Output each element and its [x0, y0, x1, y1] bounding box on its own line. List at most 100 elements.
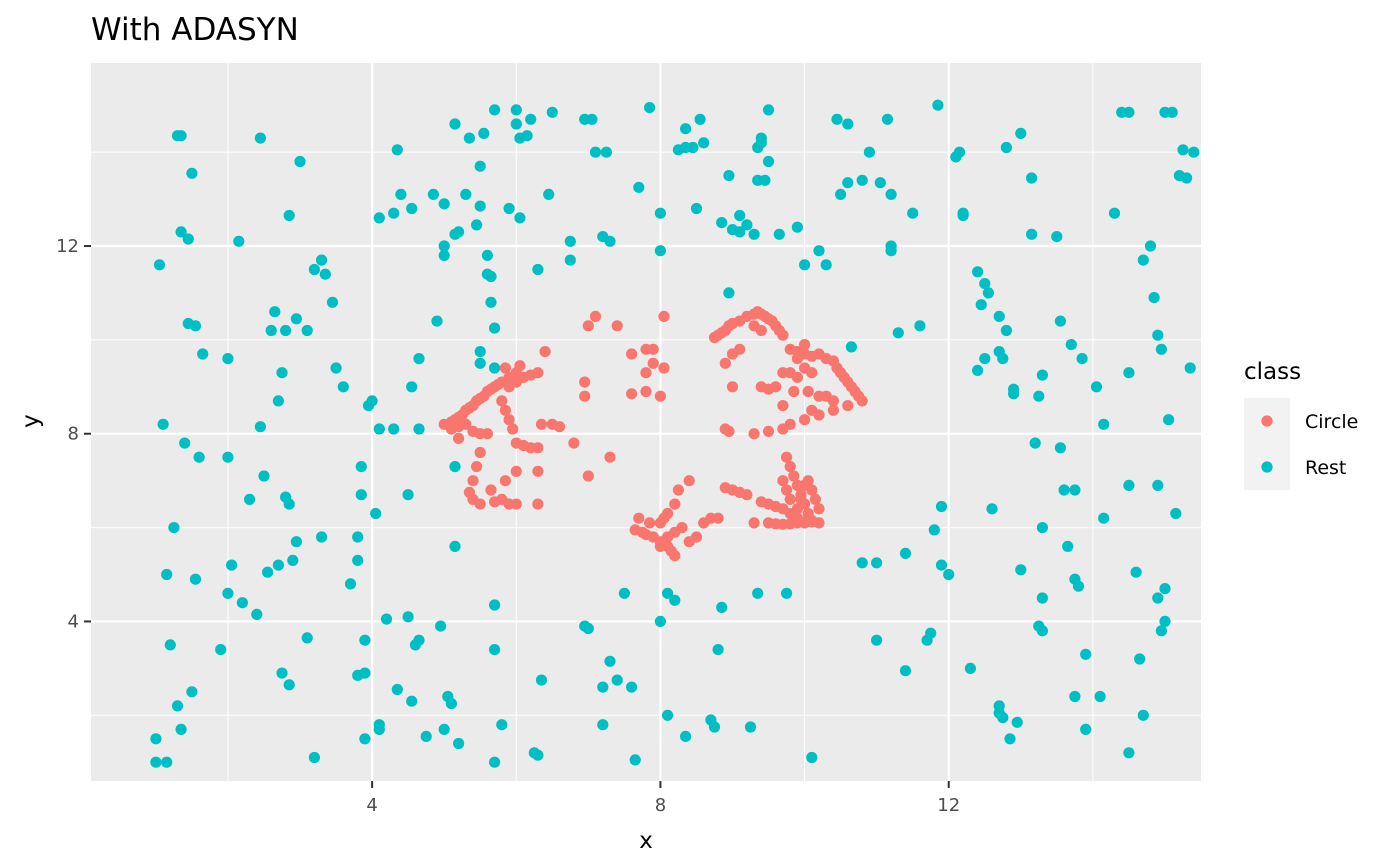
- point-rest: [582, 622, 594, 635]
- major-gridlines: [91, 63, 1201, 781]
- point-rest: [359, 634, 371, 646]
- point-circle: [784, 461, 796, 473]
- point-rest: [388, 207, 400, 219]
- point-circle: [568, 437, 580, 449]
- point-rest: [654, 207, 667, 219]
- point-rest: [716, 601, 728, 614]
- point-rest: [698, 137, 710, 149]
- point-circle: [604, 451, 616, 463]
- point-rest: [366, 395, 378, 407]
- point-rest: [402, 611, 414, 623]
- point-circle: [539, 346, 551, 358]
- point-rest: [662, 709, 674, 721]
- point-rest: [1159, 615, 1171, 628]
- point-circle: [510, 498, 522, 510]
- point-rest: [1134, 653, 1146, 665]
- y-tick-label: 12: [56, 236, 79, 257]
- point-circle: [719, 357, 731, 369]
- point-rest: [244, 493, 256, 505]
- point-circle: [499, 362, 511, 374]
- point-rest: [1033, 390, 1045, 402]
- point-rest: [514, 212, 526, 224]
- point-circle: [799, 339, 811, 351]
- point-rest: [485, 296, 497, 308]
- point-rest: [164, 639, 176, 651]
- point-rest: [272, 559, 284, 571]
- point-circle: [669, 550, 681, 562]
- point-rest: [186, 167, 198, 179]
- point-rest: [168, 522, 180, 534]
- point-rest: [474, 346, 486, 358]
- point-rest: [222, 451, 234, 463]
- point-rest: [744, 721, 757, 733]
- point-circle: [481, 428, 493, 440]
- point-circle: [734, 343, 746, 355]
- point-rest: [413, 634, 425, 646]
- point-circle: [748, 428, 760, 440]
- point-rest: [1000, 141, 1013, 154]
- point-circle: [532, 465, 544, 477]
- point-rest: [813, 245, 825, 257]
- point-rest: [972, 364, 984, 376]
- point-rest: [759, 174, 771, 186]
- point-rest: [373, 212, 385, 224]
- point-rest: [222, 353, 234, 365]
- point-rest: [997, 712, 1009, 724]
- point-rest: [986, 503, 998, 515]
- point-rest: [618, 587, 631, 599]
- point-circle: [474, 446, 486, 459]
- point-rest: [1144, 240, 1157, 252]
- point-rest: [175, 226, 187, 238]
- point-rest: [914, 320, 926, 332]
- point-circle: [658, 362, 670, 374]
- point-rest: [690, 202, 703, 215]
- point-rest: [254, 421, 266, 433]
- point-circle: [647, 343, 659, 355]
- point-rest: [928, 524, 940, 536]
- point-rest: [186, 686, 198, 698]
- point-rest: [899, 547, 912, 560]
- point-rest: [254, 132, 266, 144]
- point-circle: [626, 388, 638, 400]
- point-rest: [449, 118, 461, 130]
- legend-swatch-rest: [1261, 461, 1273, 473]
- point-rest: [373, 719, 385, 731]
- point-rest: [1015, 127, 1027, 139]
- point-rest: [406, 695, 418, 707]
- point-circle: [553, 421, 566, 433]
- point-rest: [957, 207, 969, 219]
- point-rest: [1026, 172, 1038, 184]
- point-circle: [781, 484, 793, 496]
- point-rest: [521, 130, 533, 142]
- point-rest: [856, 557, 868, 569]
- point-rest: [301, 324, 313, 337]
- point-rest: [478, 127, 490, 139]
- point-rest: [532, 263, 544, 276]
- point-circle: [532, 498, 544, 510]
- point-rest: [150, 733, 162, 745]
- point-circle: [633, 512, 645, 524]
- point-circle: [507, 423, 519, 435]
- point-rest: [175, 723, 187, 736]
- point-rest: [290, 313, 302, 325]
- point-rest: [406, 202, 418, 215]
- point-rest: [445, 698, 457, 710]
- point-rest: [633, 181, 645, 193]
- point-circle: [503, 414, 515, 426]
- point-rest: [1137, 254, 1149, 266]
- point-rest: [791, 221, 804, 233]
- point-rest: [871, 557, 883, 569]
- legend-swatch-circle: [1261, 415, 1273, 427]
- point-rest: [586, 113, 598, 125]
- point-rest: [485, 270, 497, 283]
- point-rest: [1163, 414, 1175, 426]
- point-circle: [856, 395, 868, 407]
- point-rest: [453, 226, 465, 238]
- point-rest: [352, 531, 364, 543]
- point-rest: [773, 228, 785, 240]
- point-circle: [499, 404, 511, 416]
- point-rest: [269, 306, 281, 318]
- point-rest: [373, 423, 385, 435]
- point-circle: [827, 395, 840, 407]
- point-rest: [388, 423, 400, 435]
